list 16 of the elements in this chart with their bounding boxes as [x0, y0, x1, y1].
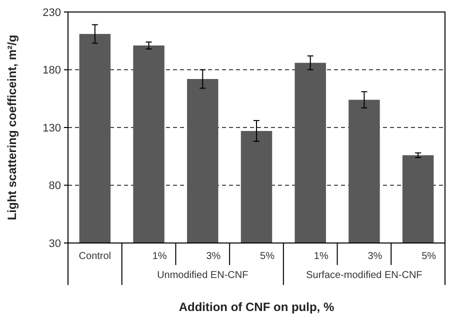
x-tick-label: 1%	[152, 251, 167, 262]
y-tick-label: 80	[48, 180, 61, 192]
x-tick-label: 5%	[422, 251, 436, 262]
y-tick-label: 180	[42, 64, 61, 77]
x-tick-label: 3%	[368, 251, 382, 262]
y-axis-title: Light scattering coefficeint, m²/g	[5, 34, 19, 220]
text: Surface-modified EN-CNF	[306, 270, 422, 281]
y-tick-label: 30	[48, 238, 61, 250]
y-tick-label: 230	[42, 6, 61, 19]
y-tick-label: 130	[42, 122, 61, 134]
text: Unmodified EN-CNF	[157, 270, 248, 281]
x-tick-label: 5%	[260, 251, 275, 262]
x-tick-label: Control	[78, 251, 112, 262]
x-axis-title: Addition of CNF on pulp, %	[178, 300, 334, 314]
x-tick-label: 1%	[314, 251, 328, 262]
x-tick-label: 3%	[206, 251, 221, 262]
